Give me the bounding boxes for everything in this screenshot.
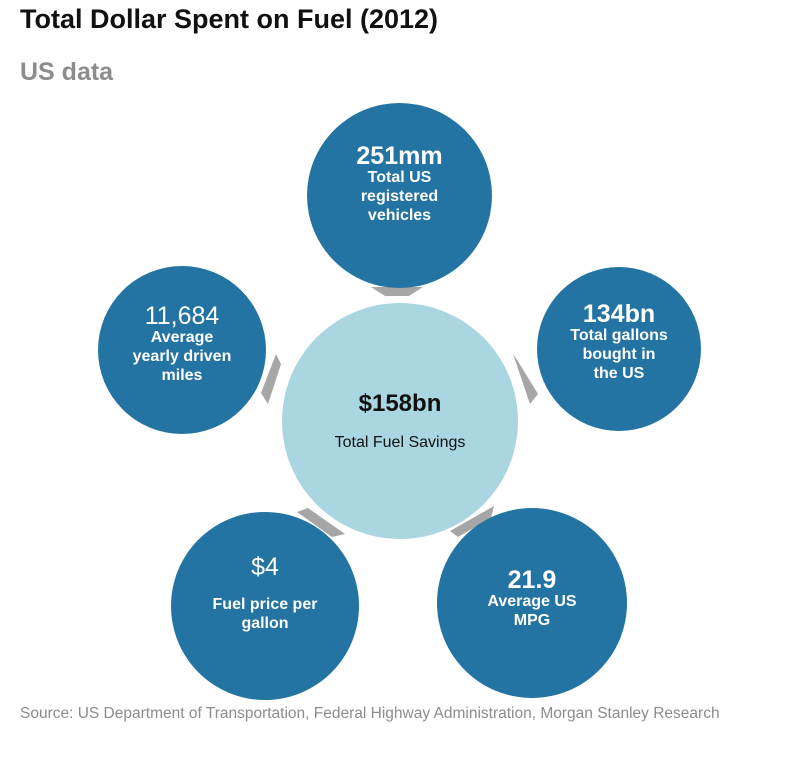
- mpg-value: 21.9: [507, 566, 557, 594]
- price-circle: $4 Fuel price per gallon: [171, 512, 359, 700]
- price-value: $4: [251, 553, 279, 581]
- vehicles-value: 251mm: [356, 142, 443, 171]
- arrow-vehicles: [371, 287, 423, 296]
- miles-label: Average yearly driven miles: [132, 328, 232, 384]
- gallons-circle: 134bn Total gallons bought in the US: [537, 267, 701, 431]
- price-label: Fuel price per gallon: [212, 596, 318, 633]
- arrow-mpg: [450, 506, 494, 537]
- total-value: $158bn: [358, 390, 442, 417]
- total-fuel-savings-circle: $158bn Total Fuel Savings: [282, 303, 518, 539]
- mpg-label: Average US MPG: [487, 593, 577, 630]
- arrow-price: [297, 508, 345, 537]
- gallons-label: Total gallons bought in the US: [570, 326, 668, 382]
- arrow-gallons: [513, 354, 538, 404]
- miles-circle: 11,684 Average yearly driven miles: [98, 266, 266, 434]
- gallons-value: 134bn: [582, 299, 656, 328]
- total-label: Total Fuel Savings: [334, 434, 466, 451]
- arrow-miles: [261, 354, 281, 404]
- source-note: Source: US Department of Transportation,…: [20, 705, 720, 722]
- chart-title: Total Dollar Spent on Fuel (2012): [20, 4, 439, 34]
- vehicles-circle: 251mm Total US registered vehicles: [307, 103, 492, 288]
- mpg-circle: 21.9 Average US MPG: [437, 508, 627, 698]
- miles-value: 11,684: [144, 301, 220, 330]
- chart-subtitle: US data: [20, 58, 114, 86]
- vehicles-label: Total US registered vehicles: [360, 169, 439, 225]
